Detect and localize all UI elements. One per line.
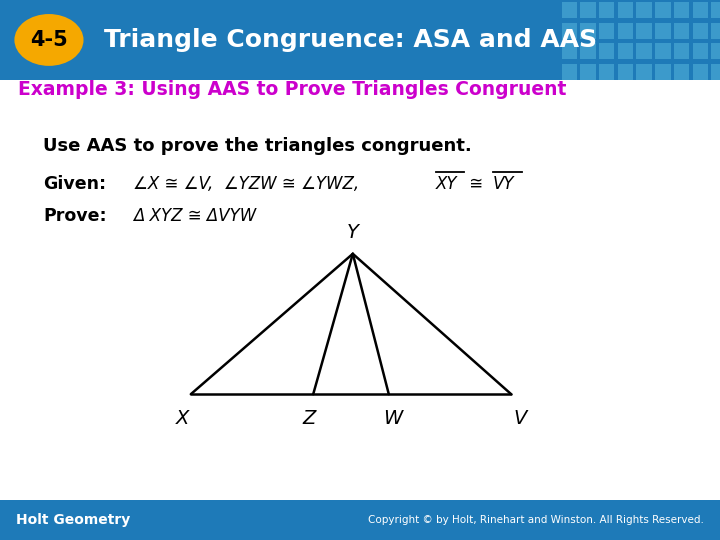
FancyBboxPatch shape <box>636 43 652 59</box>
FancyBboxPatch shape <box>693 43 708 59</box>
FancyBboxPatch shape <box>655 2 670 18</box>
FancyBboxPatch shape <box>0 500 720 540</box>
FancyBboxPatch shape <box>655 64 670 80</box>
FancyBboxPatch shape <box>711 64 720 80</box>
FancyBboxPatch shape <box>693 23 708 39</box>
Text: ∠X ≅ ∠V,  ∠YZW ≅ ∠YWZ,: ∠X ≅ ∠V, ∠YZW ≅ ∠YWZ, <box>133 174 370 193</box>
FancyBboxPatch shape <box>636 64 652 80</box>
FancyBboxPatch shape <box>562 23 577 39</box>
Text: Use AAS to prove the triangles congruent.: Use AAS to prove the triangles congruent… <box>43 137 472 155</box>
Text: V: V <box>513 409 526 428</box>
Text: W: W <box>383 409 402 428</box>
Text: Prove:: Prove: <box>43 207 107 225</box>
FancyBboxPatch shape <box>655 43 670 59</box>
Text: Given:: Given: <box>43 174 107 193</box>
FancyBboxPatch shape <box>580 2 595 18</box>
FancyBboxPatch shape <box>674 64 689 80</box>
Text: Copyright © by Holt, Rinehart and Winston. All Rights Reserved.: Copyright © by Holt, Rinehart and Winsto… <box>369 515 704 525</box>
FancyBboxPatch shape <box>599 43 614 59</box>
FancyBboxPatch shape <box>562 64 577 80</box>
FancyBboxPatch shape <box>693 2 708 18</box>
FancyBboxPatch shape <box>674 23 689 39</box>
FancyBboxPatch shape <box>0 0 720 80</box>
FancyBboxPatch shape <box>711 43 720 59</box>
FancyBboxPatch shape <box>711 2 720 18</box>
FancyBboxPatch shape <box>674 43 689 59</box>
FancyBboxPatch shape <box>618 64 633 80</box>
FancyBboxPatch shape <box>693 64 708 80</box>
FancyBboxPatch shape <box>636 23 652 39</box>
FancyBboxPatch shape <box>636 2 652 18</box>
Text: Z: Z <box>303 409 316 428</box>
Text: VY: VY <box>493 174 515 193</box>
Text: 4-5: 4-5 <box>30 30 68 50</box>
Text: Δ XYZ ≅ ΔVYW: Δ XYZ ≅ ΔVYW <box>133 207 256 225</box>
FancyBboxPatch shape <box>599 64 614 80</box>
FancyBboxPatch shape <box>618 43 633 59</box>
Text: Holt Geometry: Holt Geometry <box>16 513 130 526</box>
FancyBboxPatch shape <box>562 43 577 59</box>
FancyBboxPatch shape <box>618 23 633 39</box>
FancyBboxPatch shape <box>674 2 689 18</box>
Text: ≅: ≅ <box>464 174 489 193</box>
FancyBboxPatch shape <box>580 64 595 80</box>
FancyBboxPatch shape <box>599 23 614 39</box>
Text: XY: XY <box>436 174 457 193</box>
FancyBboxPatch shape <box>618 2 633 18</box>
FancyBboxPatch shape <box>580 23 595 39</box>
FancyBboxPatch shape <box>711 23 720 39</box>
Text: X: X <box>176 409 189 428</box>
FancyBboxPatch shape <box>655 23 670 39</box>
Circle shape <box>14 14 84 66</box>
FancyBboxPatch shape <box>562 2 577 18</box>
Text: Example 3: Using AAS to Prove Triangles Congruent: Example 3: Using AAS to Prove Triangles … <box>18 79 567 99</box>
Text: Y: Y <box>347 223 359 242</box>
FancyBboxPatch shape <box>599 2 614 18</box>
Text: Triangle Congruence: ASA and AAS: Triangle Congruence: ASA and AAS <box>104 28 598 52</box>
FancyBboxPatch shape <box>580 43 595 59</box>
